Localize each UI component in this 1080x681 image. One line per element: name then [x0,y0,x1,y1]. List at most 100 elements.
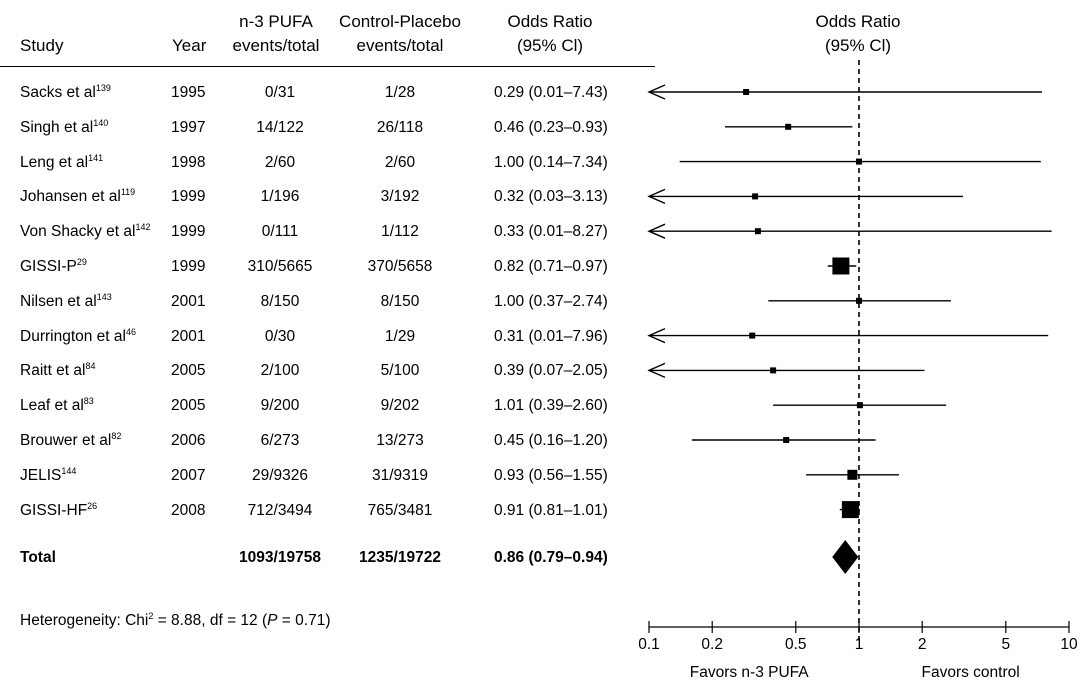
header-pufa-line1: n-3 PUFA [239,12,313,31]
study-name: Nilsen et al143 [20,293,112,311]
study-ref: 139 [95,83,111,93]
favors-left-label: Favors n-3 PUFA [690,664,810,681]
header-pufa-line2: events/total [232,36,320,55]
total-or: 0.86 (0.79–0.94) [494,549,608,566]
study-control-events: 5/100 [380,362,420,379]
study-year: 2005 [171,397,206,414]
study-pufa-events: 29/9326 [251,467,309,484]
study-name-text: Brouwer et al [20,432,112,449]
total-diamond [832,540,859,574]
study-control-events: 31/9319 [371,467,429,484]
study-ref: 84 [85,361,96,371]
study-or: 1.00 (0.37–2.74) [494,293,608,310]
study-or: 1.01 (0.39–2.60) [494,397,608,414]
study-or: 1.00 (0.14–7.34) [494,154,608,171]
point-estimate [743,89,750,95]
study-name-text: JELIS [20,467,62,484]
study-name: Leng et al141 [20,154,103,172]
study-year: 2001 [171,293,206,310]
point-estimate [856,297,862,304]
study-or: 0.39 (0.07–2.05) [494,362,608,379]
study-name: Raitt et al84 [20,362,96,380]
study-pufa-events: 2/60 [264,154,296,171]
study-year: 1998 [171,154,206,171]
study-control-events: 2/60 [384,154,416,171]
study-or: 0.82 (0.71–0.97) [494,258,608,275]
study-or: 0.32 (0.03–3.13) [494,188,608,205]
x-tick-label: 10 [1060,636,1078,653]
study-pufa-events: 0/111 [261,223,299,240]
study-ref: 119 [120,187,136,197]
study-pufa-events: 712/3494 [247,502,313,519]
point-estimate [841,501,859,519]
study-name: Sacks et al139 [20,84,111,102]
study-pufa-events: 0/30 [264,328,296,345]
study-name-text: Raitt et al [20,362,86,379]
study-control-events: 1/28 [384,84,416,101]
study-name-text: Von Shacky et al [20,223,136,240]
study-pufa-events: 9/200 [260,397,300,414]
study-year: 2005 [171,362,206,379]
point-estimate [783,437,790,443]
study-or: 0.91 (0.81–1.01) [494,502,608,519]
heterogeneity-note: Heterogeneity: Chi2 = 8.88, df = 12 (P =… [20,611,331,630]
study-year: 2007 [171,467,206,484]
point-estimate [856,402,863,409]
study-pufa-events: 6/273 [260,432,300,449]
study-control-events: 1/112 [381,223,419,240]
study-or: 0.31 (0.01–7.96) [494,328,608,345]
ci-arrow [647,188,666,205]
study-pufa-events: 1/196 [260,188,300,205]
header-or-line2: (95% Cl) [516,36,584,55]
study-ref: 46 [125,327,136,337]
study-pufa-events: 2/100 [260,362,300,379]
study-ref: 141 [88,153,104,163]
point-estimate [749,332,756,339]
study-name: Johansen et al119 [20,188,135,206]
study-year: 1999 [171,258,206,275]
study-pufa-events: 8/150 [260,293,300,310]
header-rule [0,66,655,67]
study-name: GISSI-HF26 [20,502,97,520]
point-estimate [770,367,777,374]
study-ref: 143 [96,292,112,302]
point-estimate [847,469,858,480]
study-name-text: Durrington et al [20,328,126,345]
total-control: 1235/19722 [359,549,441,566]
total-pufa: 1093/19758 [239,549,321,566]
study-control-events: 26/118 [376,119,424,136]
study-year: 1999 [171,223,206,240]
study-control-events: 3/192 [380,188,420,205]
study-control-events: 13/273 [376,432,424,449]
study-name: Brouwer et al82 [20,432,121,450]
study-ref: 83 [83,396,94,406]
study-pufa-events: 0/31 [264,84,296,101]
study-pufa-events: 310/5665 [247,258,313,275]
study-control-events: 8/150 [380,293,420,310]
header-plot-line1: Odds Ratio [815,12,901,31]
study-ref: 142 [135,222,151,232]
study-name-text: GISSI-HF [20,502,88,519]
study-or: 0.29 (0.01–7.43) [494,84,608,101]
study-or: 0.45 (0.16–1.20) [494,432,608,449]
favors-right-label: Favors control [922,664,1020,681]
study-year: 1999 [171,188,206,205]
study-control-events: 370/5658 [367,258,433,275]
header-study: Study [20,36,64,55]
study-pufa-events: 14/122 [256,119,304,136]
point-estimate [785,123,792,130]
study-or: 0.46 (0.23–0.93) [494,119,608,136]
study-ref: 26 [87,501,98,511]
study-name-text: Johansen et al [20,188,121,205]
study-year: 1995 [171,84,206,101]
point-estimate [856,158,862,165]
study-name-text: GISSI-P [20,258,77,275]
study-ref: 144 [61,466,77,476]
study-control-events: 1/29 [384,328,416,345]
ci-arrow [647,223,666,239]
study-name: Leaf et al83 [20,397,94,415]
study-year: 2008 [171,502,206,519]
study-or: 0.93 (0.56–1.55) [494,467,608,484]
header-year: Year [172,36,207,55]
study-ref: 140 [93,118,109,128]
